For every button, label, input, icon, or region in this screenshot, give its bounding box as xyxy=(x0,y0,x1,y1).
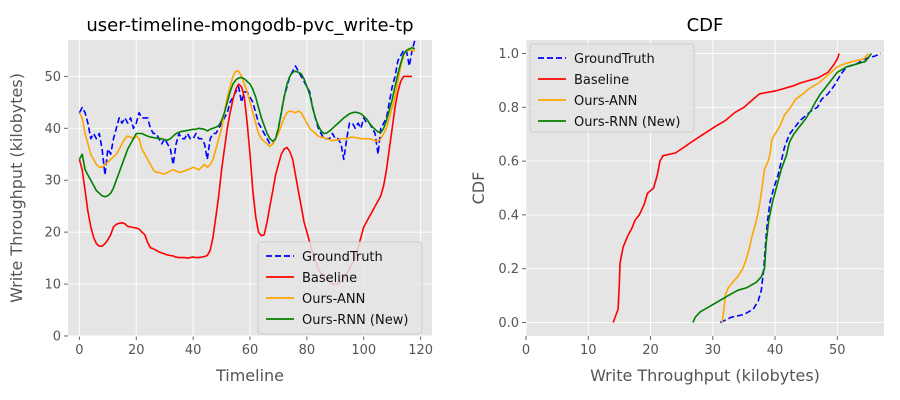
series-line-ours-ann xyxy=(721,52,870,323)
series-line-ours-ann xyxy=(78,49,415,175)
legend: GroundTruth Baseline Ours-ANN Ours-RNN (New… xyxy=(529,43,695,133)
y-axis-label: CDF xyxy=(469,172,488,205)
x-tick-label: 30 xyxy=(705,343,722,358)
legend-box xyxy=(529,43,695,133)
legend-label-baseline: Baseline xyxy=(574,73,629,88)
x-tick-label: 0 xyxy=(522,343,530,358)
y-tick-label: 40 xyxy=(44,122,61,137)
legend-box xyxy=(257,241,423,335)
x-tick-label: 40 xyxy=(767,343,784,358)
y-tick-label: 20 xyxy=(44,226,61,241)
x-tick-label: 120 xyxy=(408,343,433,358)
legend-label-ours-rnn-new: Ours-RNN (New) xyxy=(302,313,408,328)
chart-title: CDF xyxy=(687,15,724,36)
x-tick-label: 40 xyxy=(185,343,202,358)
legend-label-groundtruth: GroundTruth xyxy=(302,250,383,265)
x-axis-label: Timeline xyxy=(215,366,284,385)
series-line-baseline xyxy=(612,53,840,323)
y-tick-label: 30 xyxy=(44,174,61,189)
y-axis-label: Write Throughput (kilobytes) xyxy=(7,73,26,303)
y-tick-label: 0 xyxy=(53,330,61,345)
legend-label-baseline: Baseline xyxy=(302,271,357,286)
y-tick-label: 1.0 xyxy=(498,47,519,62)
y-tick-label: 0.8 xyxy=(498,101,519,116)
x-tick-label: 0 xyxy=(75,343,83,358)
legend: GroundTruth Baseline Ours-ANN Ours-RNN (New… xyxy=(257,241,423,335)
y-tick-label: 0.6 xyxy=(498,155,519,170)
y-tick-label: 0.0 xyxy=(498,316,519,331)
timeline-panel: 0 20 40 60 80 100 120 0 10 20 30 40 50 user-timeline-… xyxy=(7,15,433,385)
chart-title: user-timeline-mongodb-pvc_write-tp xyxy=(86,15,413,36)
y-tick-label: 10 xyxy=(44,278,61,293)
legend-label-groundtruth: GroundTruth xyxy=(574,52,655,67)
y-tick-label: 0.2 xyxy=(498,262,519,277)
y-tick-label: 50 xyxy=(44,70,61,85)
y-tick-label: 0.4 xyxy=(498,208,519,223)
legend-label-ours-ann: Ours-ANN xyxy=(302,292,365,307)
x-tick-label: 60 xyxy=(242,343,259,358)
x-axis-label: Write Throughput (kilobytes) xyxy=(590,366,820,385)
legend-label-ours-rnn-new: Ours-RNN (New) xyxy=(574,115,680,130)
x-tick-label: 80 xyxy=(299,343,316,358)
series-line-groundtruth xyxy=(719,52,882,324)
series-line-ours-rnn-new xyxy=(692,53,873,323)
series-line-ours-rnn-new xyxy=(78,47,416,198)
x-tick-label: 10 xyxy=(580,343,597,358)
x-tick-label: 20 xyxy=(128,343,145,358)
cdf-panel: 0 10 20 30 40 50 0.0 0.2 0.4 0.6 0.8 1.0 CDF Write Th… xyxy=(469,15,884,385)
x-tick-label: 50 xyxy=(829,343,846,358)
x-tick-label: 20 xyxy=(642,343,659,358)
x-tick-label: 100 xyxy=(351,343,376,358)
legend-label-ours-ann: Ours-ANN xyxy=(574,94,637,109)
